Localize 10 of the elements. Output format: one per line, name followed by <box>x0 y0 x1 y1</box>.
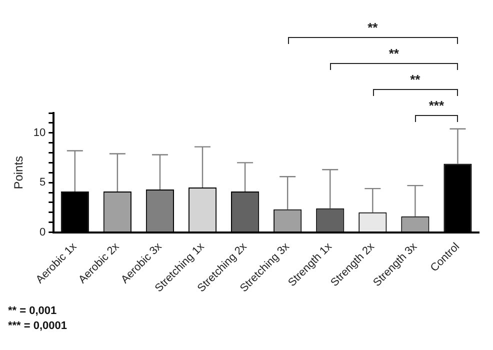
annotation: *** <box>428 98 446 113</box>
y-tick-label: 5 <box>40 176 46 189</box>
text: ** = 0,001 <box>8 304 58 319</box>
y-tick-label: 0 <box>40 226 46 238</box>
y-axis-title: Points <box>12 156 26 190</box>
text: *** = 0,0001 <box>8 319 68 334</box>
text: ** <box>388 46 400 61</box>
y-tick-label: 10 <box>33 126 46 139</box>
text: ** <box>366 20 379 35</box>
text: ** <box>409 72 422 87</box>
